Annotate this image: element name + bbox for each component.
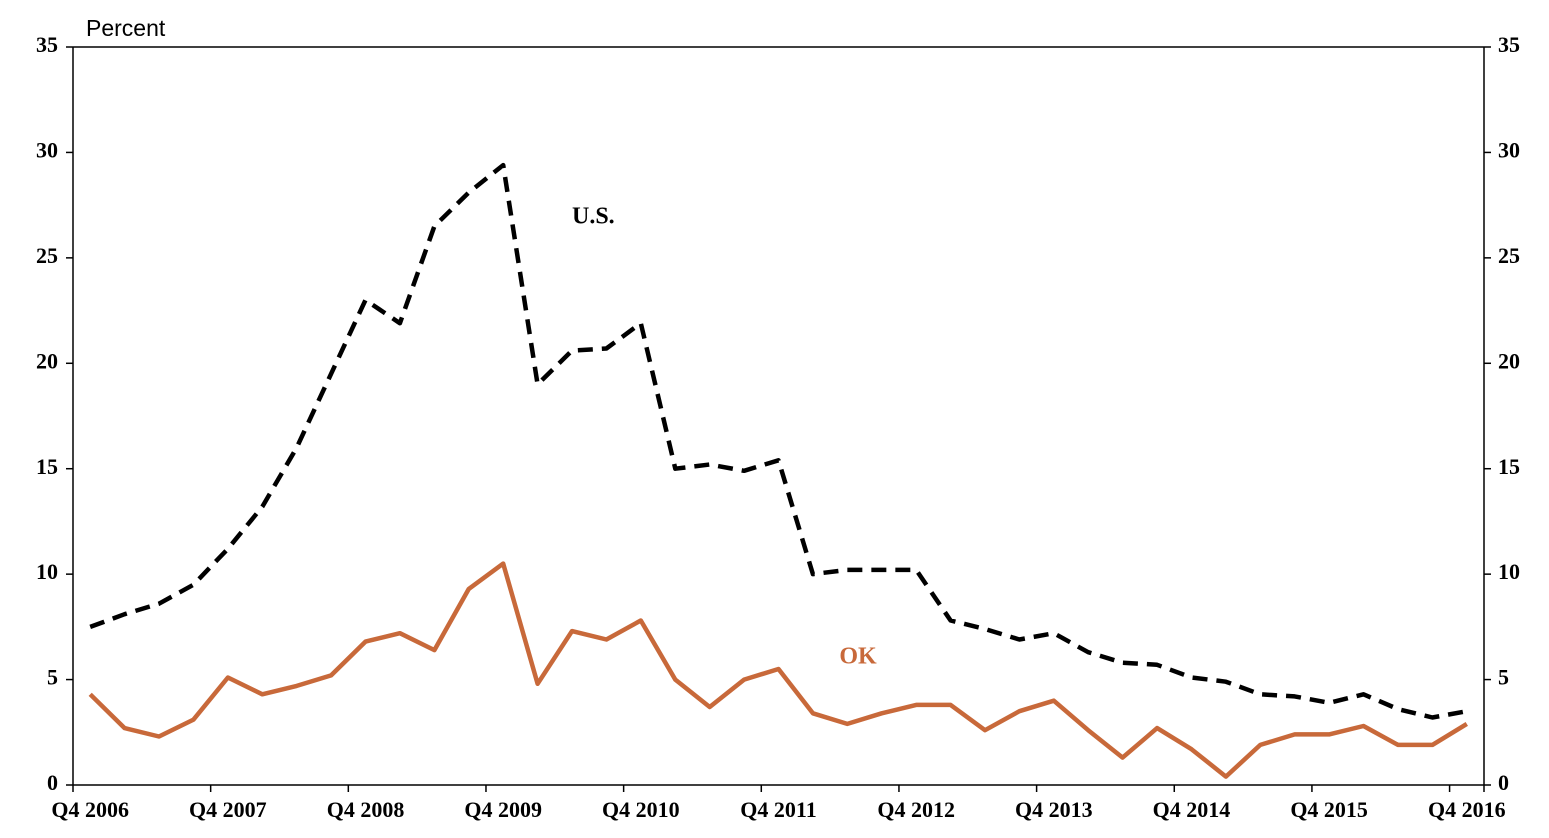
- x-tick-label: Q4 2008: [327, 797, 405, 822]
- x-tick-label: Q4 2011: [740, 797, 816, 822]
- series-line: [89, 162, 1468, 720]
- y-tick-label: 10: [36, 559, 58, 584]
- x-tick-label: Q4 2007: [189, 797, 267, 822]
- y2-tick-label: 15: [1498, 454, 1520, 479]
- y2-tick-label: 20: [1498, 348, 1520, 373]
- y-tick-label: 5: [47, 665, 58, 690]
- x-tick-label: Q4 2009: [464, 797, 542, 822]
- series-label: OK: [839, 644, 877, 670]
- y-tick-label: 35: [36, 32, 58, 57]
- y-axis-unit: Percent: [86, 15, 166, 41]
- y2-tick-label: 0: [1498, 770, 1509, 795]
- y-tick-label: 25: [36, 243, 58, 268]
- series-label: U.S.: [572, 204, 615, 230]
- y-tick-label: 20: [36, 348, 58, 373]
- x-tick-label: Q4 2016: [1428, 797, 1506, 822]
- x-tick-label: Q4 2015: [1290, 797, 1368, 822]
- y-tick-label: 30: [36, 137, 58, 162]
- y2-tick-label: 10: [1498, 559, 1520, 584]
- y2-tick-label: 25: [1498, 243, 1520, 268]
- x-tick-label: Q4 2013: [1015, 797, 1093, 822]
- x-tick-label: Q4 2014: [1153, 797, 1231, 822]
- y2-tick-label: 35: [1498, 32, 1520, 57]
- x-tick-label: Q4 2012: [877, 797, 955, 822]
- y-tick-label: 0: [47, 770, 58, 795]
- x-tick-label: Q4 2006: [51, 797, 129, 822]
- y2-tick-label: 30: [1498, 137, 1520, 162]
- x-tick-label: Q4 2010: [602, 797, 680, 822]
- series-line: [88, 561, 1468, 779]
- y2-tick-label: 5: [1498, 665, 1509, 690]
- y-tick-label: 15: [36, 454, 58, 479]
